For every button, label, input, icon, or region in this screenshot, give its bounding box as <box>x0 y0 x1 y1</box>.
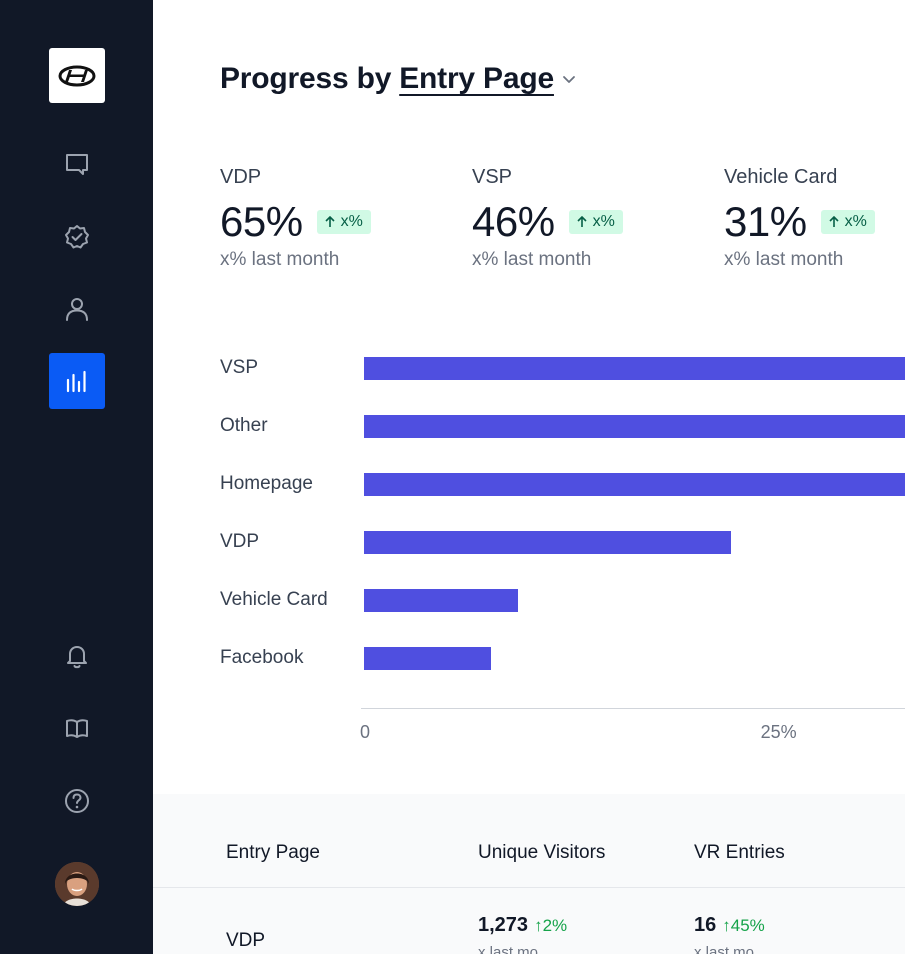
badge-text: x% <box>592 213 615 230</box>
column-header-unique-visitors[interactable]: Unique Visitors <box>478 842 606 863</box>
stat-card-vdp: VDP 65% x% x% last month <box>220 166 371 271</box>
stat-value: 31% <box>724 198 807 245</box>
bar[interactable] <box>364 357 905 380</box>
category-label: VSP <box>220 357 259 378</box>
title-prefix: Progress by <box>220 62 392 95</box>
entry-page-cell: VDP <box>226 930 266 951</box>
user-nav-button[interactable] <box>49 281 105 337</box>
bar[interactable] <box>364 415 905 438</box>
stat-label: Vehicle Card <box>724 166 838 188</box>
stat-card-vehicle-card: Vehicle Card 31% x% x% last month <box>724 166 875 271</box>
arrow-up-icon <box>324 216 335 227</box>
unique-visitors-subtext: x last mo <box>478 944 539 954</box>
unique-visitors-delta: ↑2% <box>534 916 568 935</box>
entry-page-table: Entry Page Unique Visitors VR Entries VD… <box>153 794 905 954</box>
change-badge: x% <box>316 210 371 234</box>
help-icon <box>65 789 89 813</box>
change-badge: x% <box>820 210 875 234</box>
chat-nav-button[interactable] <box>49 136 105 192</box>
chevron-down-icon[interactable] <box>562 72 576 86</box>
help-button[interactable] <box>49 773 105 829</box>
entry-page-bar-chart: VSP Other Homepage VDP Vehicle Card Facebook 0… <box>153 340 905 750</box>
hyundai-logo[interactable] <box>49 48 105 103</box>
analytics-nav-button[interactable] <box>49 353 105 409</box>
bar[interactable] <box>364 473 905 496</box>
docs-button[interactable] <box>49 700 105 756</box>
arrow-up-icon <box>576 216 587 227</box>
arrow-up-icon <box>828 216 839 227</box>
bar[interactable] <box>364 647 491 670</box>
book-icon <box>66 719 88 738</box>
category-label: Facebook <box>220 647 304 668</box>
x-tick-label: 25% <box>760 722 797 742</box>
bar[interactable] <box>364 589 518 612</box>
vr-entries-subtext: x last mo <box>694 944 755 954</box>
hyundai-logo-icon <box>58 65 96 86</box>
check-badge-icon <box>65 225 89 249</box>
change-badge: x% <box>568 210 623 234</box>
vr-entries-value: 16 <box>694 914 717 936</box>
unique-visitors-value: 1,273 <box>478 914 529 936</box>
bar-chart-icon <box>66 370 86 393</box>
chat-icon <box>66 154 88 175</box>
entry-page-selector[interactable]: Entry Page <box>399 62 554 95</box>
category-label: VDP <box>220 531 260 552</box>
column-header-entry-page[interactable]: Entry Page <box>226 842 320 863</box>
table-header-divider <box>153 887 905 888</box>
category-label: Homepage <box>220 473 313 494</box>
stat-subtext: x% last month <box>472 249 592 270</box>
badge-text: x% <box>844 213 867 230</box>
column-header-vr-entries[interactable]: VR Entries <box>694 842 785 863</box>
vr-entries-delta: ↑45% <box>722 916 765 935</box>
stat-value: 46% <box>472 198 555 245</box>
notifications-button[interactable] <box>49 628 105 684</box>
unique-visitors-cell: 1,273 ↑2% <box>478 914 567 937</box>
category-label: Other <box>220 415 268 436</box>
check-badge-nav-button[interactable] <box>49 209 105 265</box>
stat-subtext: x% last month <box>220 249 340 270</box>
avatar-image <box>55 862 99 906</box>
stat-label: VDP <box>220 166 262 188</box>
x-axis-line <box>361 708 905 709</box>
bell-icon <box>67 646 87 669</box>
vr-entries-cell: 16 ↑45% <box>694 914 765 937</box>
page-title: Progress by Entry Page <box>220 62 576 96</box>
badge-text: x% <box>340 213 363 230</box>
category-label: Vehicle Card <box>220 589 328 610</box>
x-tick-label: 0 <box>360 722 371 742</box>
stat-card-vsp: VSP 46% x% x% last month <box>472 166 623 271</box>
sidebar <box>0 0 153 954</box>
stat-subtext: x% last month <box>724 249 844 270</box>
bar[interactable] <box>364 531 731 554</box>
stat-label: VSP <box>472 166 513 188</box>
stat-value: 65% <box>220 198 303 245</box>
user-avatar[interactable] <box>55 862 99 906</box>
main-panel: Progress by Entry Page VDP 65% x% x% las… <box>153 0 905 954</box>
user-icon <box>66 298 88 321</box>
